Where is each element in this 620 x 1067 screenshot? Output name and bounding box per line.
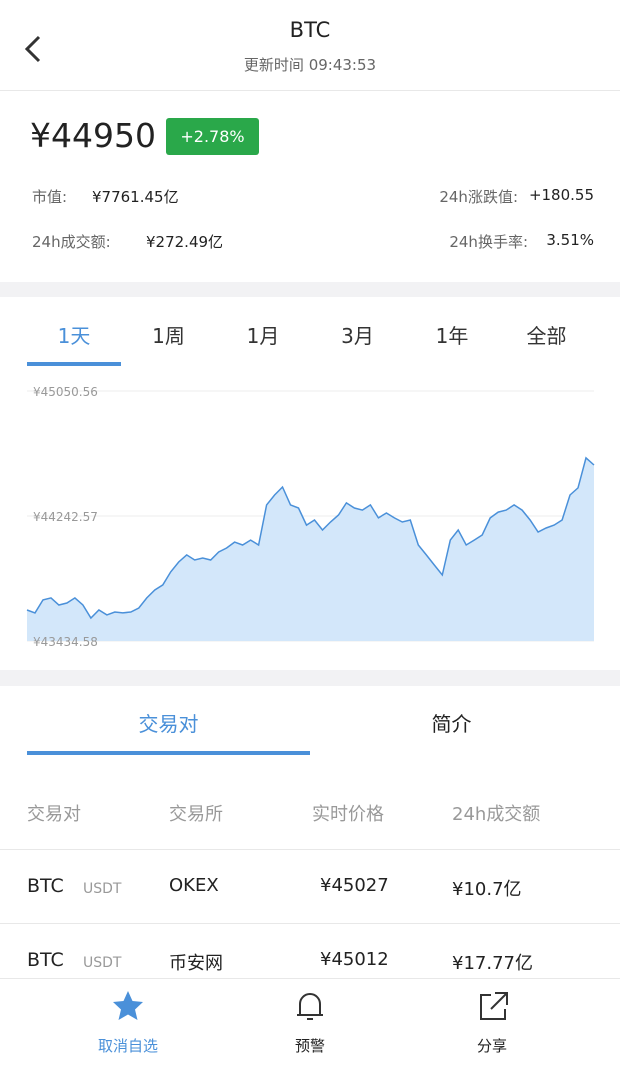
period-tab[interactable]: 1天 [57, 324, 91, 348]
exchange: OKEX [169, 875, 219, 896]
period-tab[interactable]: 1年 [435, 324, 469, 348]
bottom-nav: 取消自选 预警 分享 [0, 978, 620, 1067]
stat-label: 24h换手率: [449, 233, 528, 251]
pair-quote: USDT [83, 881, 122, 897]
section-tab[interactable]: 简介 [431, 712, 472, 736]
table-header: 交易对 [27, 804, 81, 825]
tab-indicator [27, 362, 121, 366]
table-header: 24h成交额 [452, 804, 541, 825]
nav-label[interactable]: 取消自选 [97, 1037, 158, 1055]
stat-label: 市值: [32, 188, 68, 206]
stat-value: +180.55 [528, 186, 594, 204]
period-tab[interactable]: 3月 [341, 324, 374, 348]
divider [0, 849, 620, 850]
price-chart: ¥43434.58 ¥44242.57 ¥45050.56 [26, 385, 595, 649]
stat-value: ¥7761.45亿 [92, 188, 179, 206]
divider [0, 90, 620, 91]
table-header: 交易所 [169, 804, 223, 825]
period-tab[interactable]: 1月 [246, 324, 280, 348]
stat-label: 24h成交额: [32, 233, 111, 251]
table-header: 实时价格 [312, 804, 384, 825]
stat-value: 3.51% [546, 231, 594, 249]
nav-label[interactable]: 分享 [476, 1037, 507, 1055]
update-time: 更新时间 09:43:53 [243, 56, 377, 74]
price: ¥45027 [320, 875, 389, 896]
pair-base: BTC [27, 949, 64, 971]
pair-base: BTC [27, 875, 64, 897]
price-line [26, 456, 595, 620]
price: ¥45012 [320, 949, 389, 970]
exchange: 币安网 [169, 953, 223, 974]
volume: ¥17.77亿 [452, 953, 533, 974]
price: ¥44950 [30, 116, 156, 155]
divider [0, 923, 620, 924]
stat-value: ¥272.49亿 [146, 233, 224, 251]
period-tab[interactable]: 全部 [526, 324, 567, 348]
page-title: BTC [289, 18, 331, 42]
share-icon[interactable] [477, 989, 509, 1023]
spacer [0, 670, 620, 686]
change-badge: +2.78% [166, 118, 259, 155]
back-button[interactable] [22, 34, 44, 64]
period-tab[interactable]: 1周 [152, 324, 185, 348]
pair-quote: USDT [83, 955, 122, 971]
y-tick-label: ¥43434.58 [33, 635, 98, 649]
volume: ¥10.7亿 [452, 879, 522, 900]
y-tick-label: ¥44242.57 [33, 510, 98, 524]
tab-indicator [27, 751, 310, 755]
star-icon[interactable] [111, 989, 145, 1023]
price-area [27, 457, 594, 641]
y-tick-label: ¥45050.56 [33, 385, 98, 399]
stat-label: 24h涨跌值: [439, 188, 518, 206]
section-tab[interactable]: 交易对 [138, 712, 199, 736]
nav-label[interactable]: 预警 [294, 1037, 325, 1055]
spacer [0, 282, 620, 297]
bell-icon[interactable] [294, 989, 326, 1023]
